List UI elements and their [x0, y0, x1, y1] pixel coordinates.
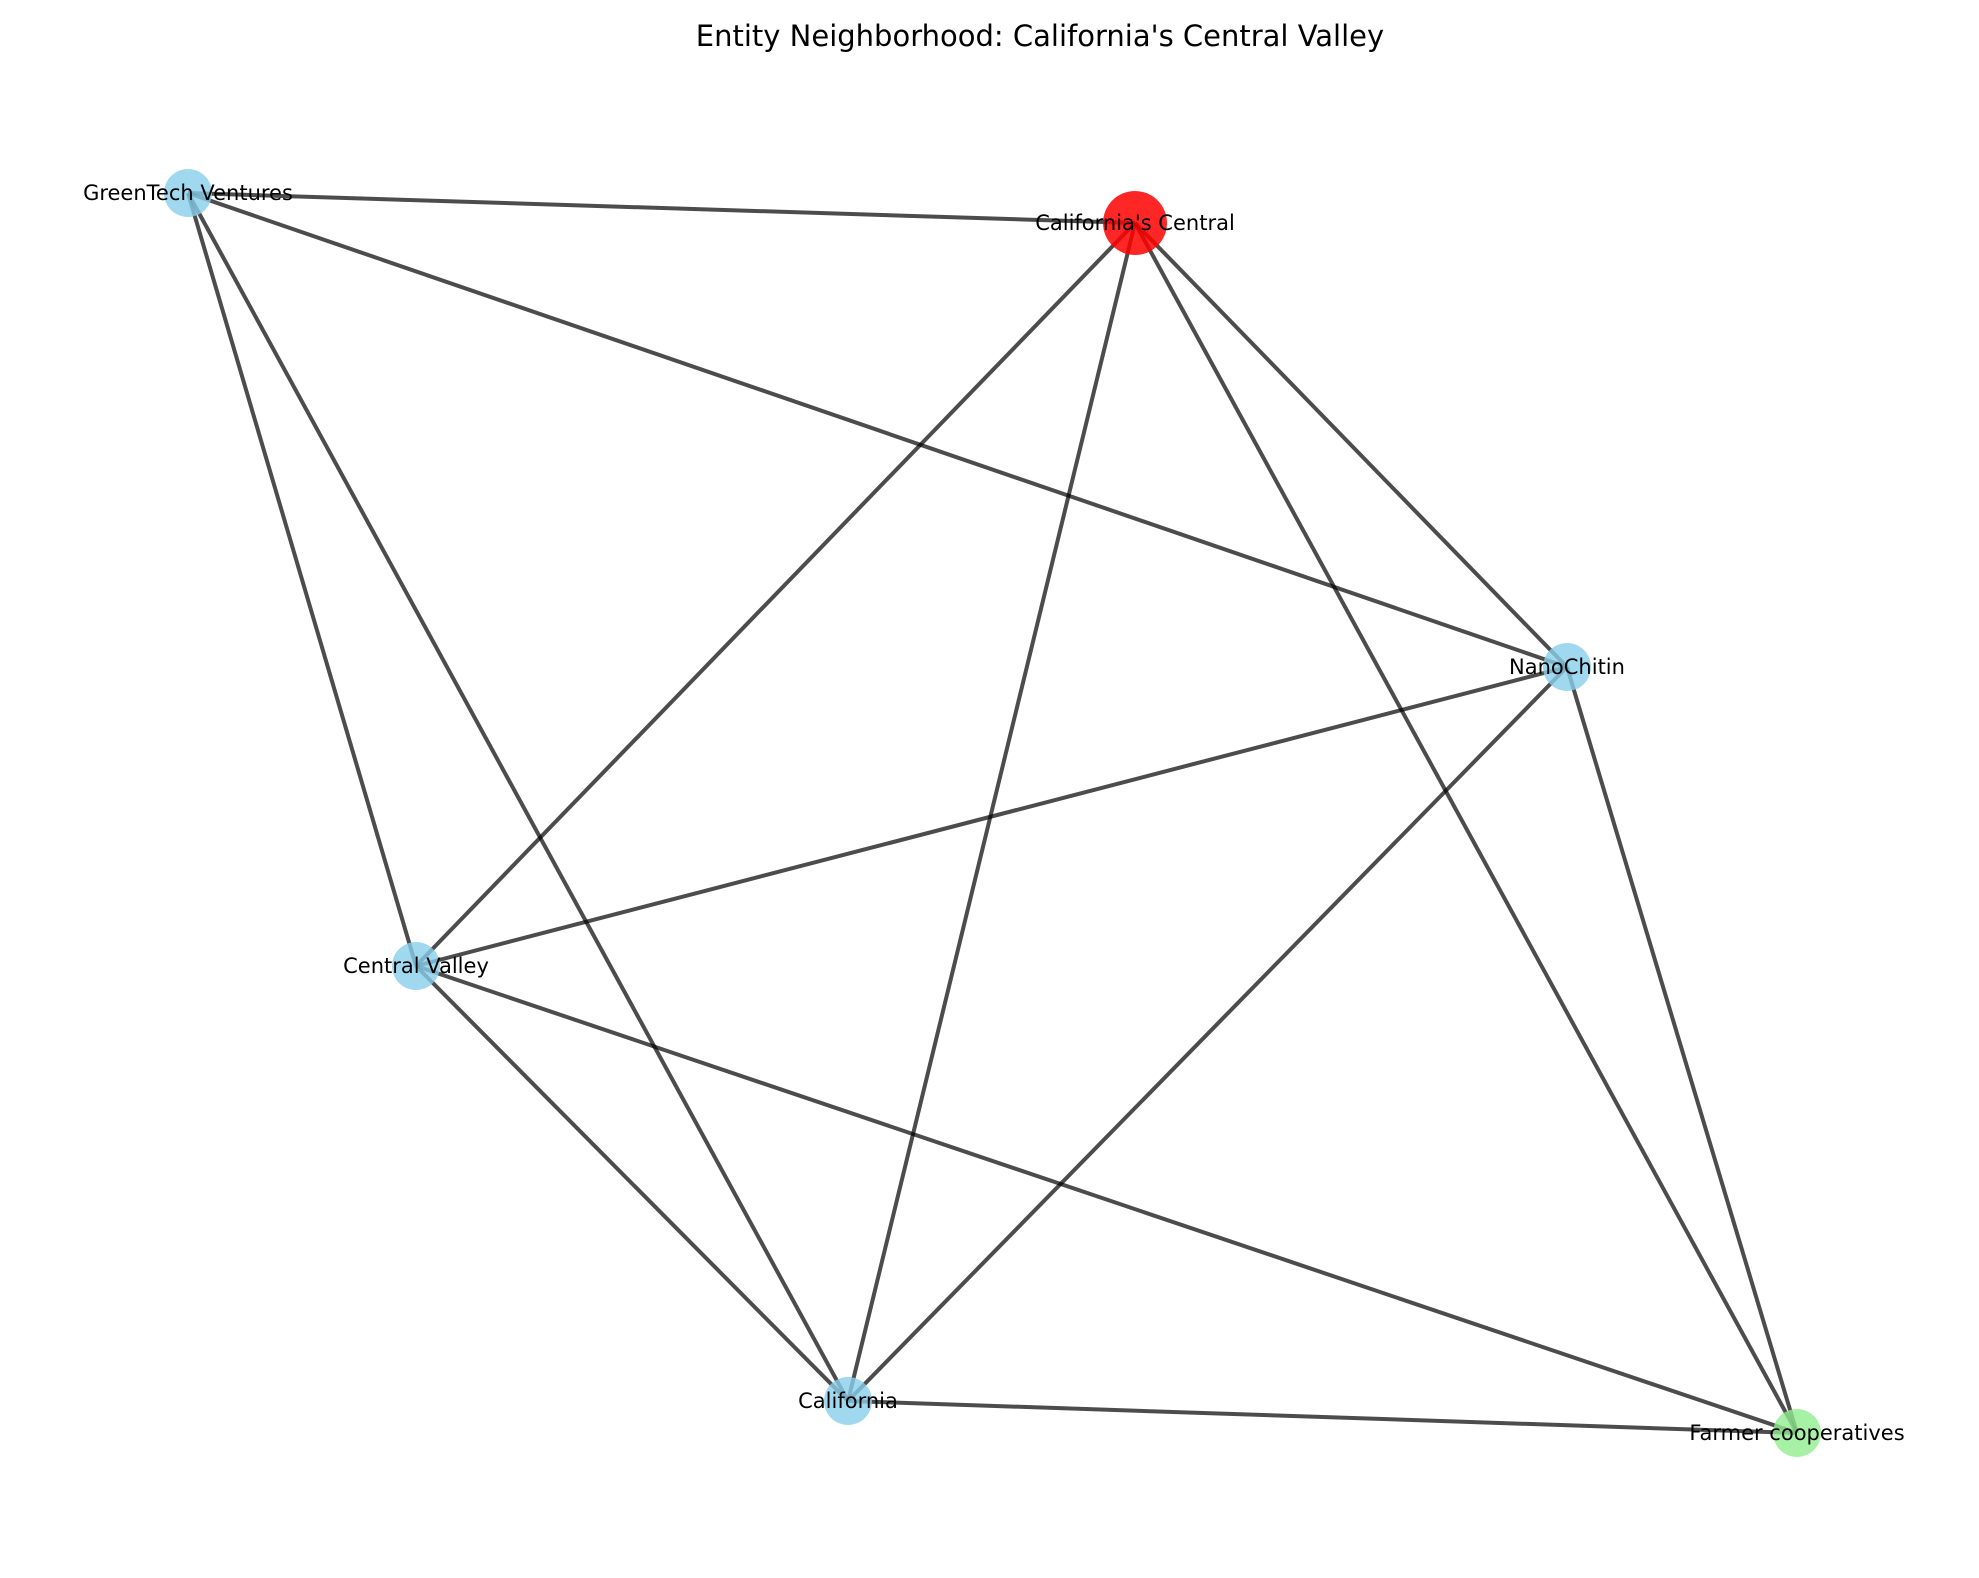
edge-center-centralvalley: [414, 221, 1137, 968]
graph-title: Entity Neighborhood: California's Centra…: [696, 19, 1384, 53]
node-label-farmer: Farmer cooperatives: [1689, 1421, 1904, 1445]
edge-greentech-center: [187, 191, 1136, 225]
node-farmer[interactable]: [1773, 1409, 1821, 1457]
edge-california-farmer: [847, 1399, 1798, 1435]
edges-layer: [186, 191, 1799, 1435]
nodes-layer: [164, 169, 1821, 1457]
edge-centralvalley-california: [414, 964, 850, 1403]
edge-center-farmer: [1133, 222, 1799, 1434]
node-label-california: California: [798, 1389, 898, 1413]
edge-nanochitin-farmer: [1565, 666, 1799, 1434]
node-nanochitin[interactable]: [1543, 643, 1591, 691]
node-centralvalley[interactable]: [392, 942, 440, 990]
labels-layer: GreenTech Ventures California's Central Na…: [83, 181, 1905, 1445]
node-label-center: California's Central: [1035, 211, 1235, 235]
node-greentech[interactable]: [164, 169, 212, 217]
edge-centralvalley-farmer: [415, 964, 1798, 1435]
edge-center-california: [846, 222, 1137, 1402]
node-california[interactable]: [824, 1377, 872, 1425]
node-label-centralvalley: Central Valley: [343, 954, 489, 978]
edge-greentech-nanochitin: [187, 191, 1568, 669]
node-center[interactable]: [1103, 191, 1167, 255]
edge-greentech-centralvalley: [186, 192, 418, 967]
node-label-greentech: GreenTech Ventures: [83, 181, 293, 205]
edge-greentech-california: [186, 192, 850, 1402]
node-label-nanochitin: NanoChitin: [1509, 655, 1625, 679]
edge-nanochitin-centralvalley: [415, 665, 1568, 968]
edge-nanochitin-california: [846, 665, 1569, 1403]
edge-center-nanochitin: [1133, 221, 1569, 669]
